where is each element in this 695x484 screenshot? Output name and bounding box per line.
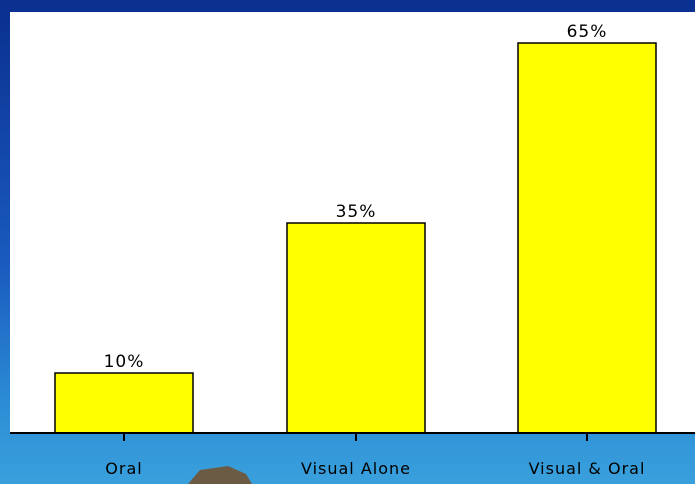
bar-1 bbox=[54, 372, 194, 434]
data-label-3: 65% bbox=[567, 22, 608, 42]
category-label-1: Oral bbox=[105, 459, 142, 478]
ticks-group bbox=[123, 433, 588, 441]
category-label-3: Visual & Oral bbox=[529, 459, 646, 478]
decorative-shape bbox=[188, 466, 252, 484]
data-label-2: 35% bbox=[336, 202, 377, 222]
data-labels-group: 10% 35% 65% bbox=[104, 22, 608, 372]
category-labels-group: Oral Visual Alone Visual & Oral bbox=[105, 459, 646, 478]
data-label-1: 10% bbox=[104, 352, 145, 372]
category-label-2: Visual Alone bbox=[301, 459, 411, 478]
bar-3 bbox=[517, 42, 657, 434]
bar-2 bbox=[286, 222, 426, 434]
bars-group bbox=[54, 42, 657, 434]
